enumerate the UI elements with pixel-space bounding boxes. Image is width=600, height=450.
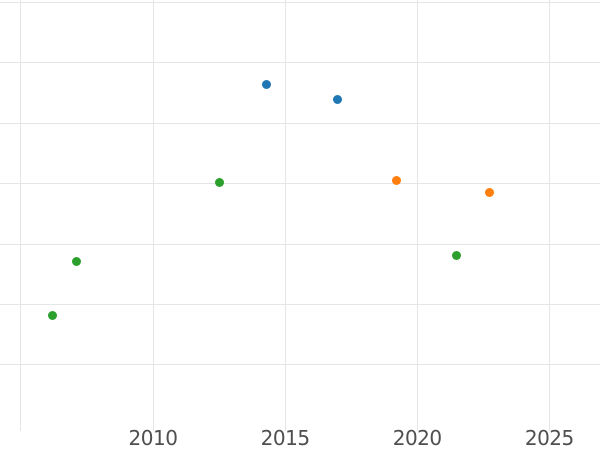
x-tick-mark-2025 bbox=[548, 427, 550, 431]
scatter-point-orange bbox=[485, 187, 495, 197]
scatter-point-green bbox=[452, 251, 462, 260]
x-tick-label-2020: 2020 bbox=[392, 426, 442, 450]
scatter-point-green bbox=[48, 310, 58, 320]
gridline-y-3 bbox=[0, 243, 600, 245]
x-tick-label-2025: 2025 bbox=[524, 426, 574, 450]
scatter-point-green bbox=[71, 257, 81, 266]
gridline-y-7 bbox=[0, 1, 600, 3]
scatter-point-blue bbox=[333, 95, 343, 105]
scatter-point-green bbox=[214, 177, 224, 187]
gridline-y-4 bbox=[0, 183, 600, 185]
gridline-y-5 bbox=[0, 122, 600, 124]
gridline-x-2010 bbox=[152, 0, 154, 427]
gridline-x-2005 bbox=[20, 0, 22, 427]
gridline-y-2 bbox=[0, 303, 600, 305]
scatter-point-blue bbox=[262, 80, 272, 90]
x-tick-mark-2010 bbox=[152, 427, 154, 431]
gridline-x-2015 bbox=[284, 0, 286, 427]
x-tick-label-2015: 2015 bbox=[260, 426, 310, 450]
gridline-x-2025 bbox=[548, 0, 550, 427]
x-tick-mark-2020 bbox=[416, 427, 418, 431]
x-tick-mark-2015 bbox=[284, 427, 286, 431]
gridline-y-6 bbox=[0, 62, 600, 64]
gridline-x-2020 bbox=[416, 0, 418, 427]
scatter-point-orange bbox=[391, 175, 401, 185]
x-tick-mark-2005 bbox=[20, 427, 22, 431]
x-tick-label-2010: 2010 bbox=[128, 426, 178, 450]
gridline-y-1 bbox=[0, 364, 600, 366]
